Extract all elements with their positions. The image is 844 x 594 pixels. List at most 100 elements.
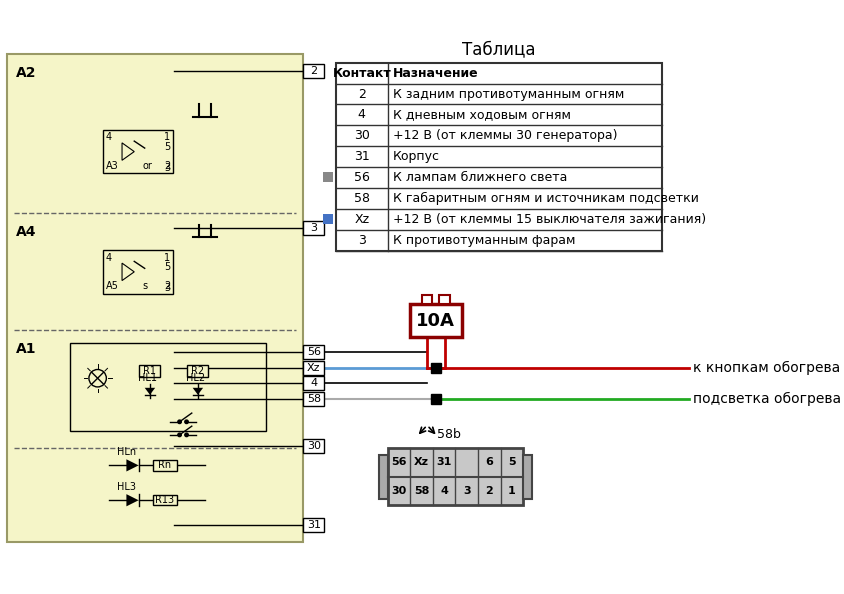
Text: A3: A3 — [106, 161, 118, 170]
Text: подсветка обогрева: подсветка обогрева — [693, 392, 841, 406]
Text: 56: 56 — [354, 171, 370, 184]
Text: Назначение: Назначение — [393, 67, 479, 80]
Text: +12 В (от клеммы 30 генератора): +12 В (от клеммы 30 генератора) — [393, 129, 618, 143]
Text: 4: 4 — [106, 252, 111, 263]
Text: A5: A5 — [106, 281, 118, 291]
Bar — [422, 295, 432, 304]
Text: К задним противотуманным огням: К задним противотуманным огням — [393, 87, 625, 100]
Text: Xz: Xz — [414, 457, 430, 467]
Text: к кнопкам обогрева: к кнопкам обогрева — [693, 361, 841, 375]
Text: 10А: 10А — [416, 312, 455, 330]
Text: 2: 2 — [358, 87, 365, 100]
Bar — [187, 365, 208, 377]
Text: 2: 2 — [311, 67, 317, 77]
Polygon shape — [127, 494, 138, 506]
Circle shape — [178, 433, 181, 437]
Text: 6: 6 — [485, 457, 493, 467]
Text: 56: 56 — [307, 347, 321, 357]
Text: A4: A4 — [16, 225, 36, 239]
Text: 3: 3 — [164, 283, 170, 293]
Text: 5: 5 — [508, 457, 516, 467]
Bar — [303, 361, 324, 375]
Text: 31: 31 — [436, 457, 452, 467]
Bar — [153, 460, 177, 470]
Bar — [139, 365, 160, 377]
Bar — [303, 64, 324, 78]
Text: 31: 31 — [354, 150, 370, 163]
Text: Rn: Rn — [158, 460, 171, 470]
Circle shape — [178, 420, 181, 424]
Text: 3: 3 — [311, 223, 317, 233]
Text: HL3: HL3 — [117, 482, 136, 491]
Bar — [409, 304, 462, 337]
Text: or: or — [142, 161, 152, 170]
Bar — [7, 54, 303, 542]
Text: К дневным ходовым огням: К дневным ходовым огням — [393, 109, 571, 121]
Text: s: s — [142, 281, 147, 291]
Text: Таблица: Таблица — [463, 40, 536, 58]
Text: 3: 3 — [164, 163, 170, 173]
Text: Xz: Xz — [354, 213, 370, 226]
Text: 2: 2 — [164, 281, 170, 291]
Text: 30: 30 — [392, 486, 407, 496]
Text: 5: 5 — [164, 142, 170, 152]
Text: 31: 31 — [307, 520, 321, 530]
Text: 58b: 58b — [437, 428, 461, 441]
Bar — [379, 455, 388, 498]
Bar — [303, 392, 324, 406]
Bar — [303, 345, 324, 359]
Text: 1: 1 — [164, 252, 170, 263]
Text: К противотуманным фарам: К противотуманным фарам — [393, 234, 576, 247]
Bar — [440, 295, 450, 304]
Text: 58: 58 — [306, 394, 321, 404]
Text: 4: 4 — [358, 109, 365, 121]
Text: A1: A1 — [16, 343, 36, 356]
Text: К лампам ближнего света: К лампам ближнего света — [393, 171, 567, 184]
Polygon shape — [127, 459, 138, 472]
Text: 30: 30 — [307, 441, 321, 451]
Bar — [303, 518, 324, 532]
Bar — [388, 448, 523, 505]
Text: К габаритным огням и источникам подсветки: К габаритным огням и источникам подсветк… — [393, 192, 699, 205]
Text: HL2: HL2 — [186, 372, 205, 383]
Text: +12 В (от клеммы 15 выключателя зажигания): +12 В (от клеммы 15 выключателя зажигани… — [393, 213, 706, 226]
Bar — [303, 222, 324, 235]
Text: 4: 4 — [106, 132, 111, 143]
Text: Контакт: Контакт — [333, 67, 391, 80]
Bar — [103, 250, 172, 293]
Circle shape — [185, 420, 188, 424]
Text: 56: 56 — [392, 457, 407, 467]
Bar — [153, 495, 177, 505]
Text: 2: 2 — [485, 486, 493, 496]
Bar — [303, 439, 324, 453]
Text: R13: R13 — [155, 495, 175, 505]
Text: 4: 4 — [441, 486, 448, 496]
Text: 3: 3 — [358, 234, 365, 247]
Text: 3: 3 — [463, 486, 471, 496]
Bar — [323, 172, 333, 182]
Text: A2: A2 — [16, 66, 36, 80]
Circle shape — [185, 433, 188, 437]
Bar — [103, 129, 172, 173]
Text: 4: 4 — [311, 378, 317, 388]
Text: 5: 5 — [164, 263, 170, 272]
Bar — [336, 62, 663, 251]
Text: HL1: HL1 — [138, 372, 157, 383]
Text: Xz: Xz — [307, 363, 321, 373]
Text: 58: 58 — [354, 192, 370, 205]
Text: 30: 30 — [354, 129, 370, 143]
Bar — [303, 377, 324, 390]
Bar — [523, 455, 532, 498]
Text: Корпус: Корпус — [393, 150, 440, 163]
Bar — [70, 343, 266, 431]
Text: 58: 58 — [414, 486, 430, 496]
Text: R1: R1 — [143, 366, 156, 376]
Text: R2: R2 — [192, 366, 204, 376]
Text: HLn: HLn — [116, 447, 136, 457]
Text: 1: 1 — [164, 132, 170, 143]
Bar — [323, 214, 333, 224]
Polygon shape — [144, 388, 155, 395]
Text: 2: 2 — [164, 161, 170, 170]
Text: 1: 1 — [508, 486, 516, 496]
Polygon shape — [192, 388, 203, 395]
